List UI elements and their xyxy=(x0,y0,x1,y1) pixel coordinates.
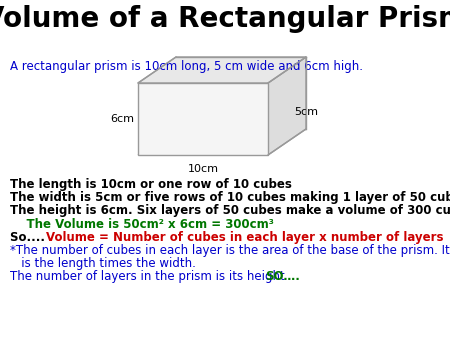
Text: Volume = Number of cubes in each layer x number of layers: Volume = Number of cubes in each layer x… xyxy=(46,231,444,244)
Polygon shape xyxy=(138,57,306,83)
Text: 10cm: 10cm xyxy=(188,164,219,174)
Polygon shape xyxy=(138,83,268,155)
Text: 5cm: 5cm xyxy=(294,107,318,117)
Polygon shape xyxy=(268,57,306,155)
Text: is the length times the width.: is the length times the width. xyxy=(10,257,196,270)
Text: A rectangular prism is 10cm long, 5 cm wide and 6cm high.: A rectangular prism is 10cm long, 5 cm w… xyxy=(10,60,363,73)
Text: The width is 5cm or five rows of 10 cubes making 1 layer of 50 cubes.: The width is 5cm or five rows of 10 cube… xyxy=(10,191,450,204)
Text: The Volume is 50cm² x 6cm = 300cm³: The Volume is 50cm² x 6cm = 300cm³ xyxy=(10,218,274,231)
Text: *The number of cubes in each layer is the area of the base of the prism. It: *The number of cubes in each layer is th… xyxy=(10,244,450,257)
Text: So....: So.... xyxy=(10,231,53,244)
Text: SO….: SO…. xyxy=(265,270,300,283)
Text: The number of layers in the prism is its height: The number of layers in the prism is its… xyxy=(10,270,285,283)
Text: 6cm: 6cm xyxy=(110,114,134,124)
Text: Volume of a Rectangular Prism: Volume of a Rectangular Prism xyxy=(0,5,450,33)
Text: The height is 6cm. Six layers of 50 cubes make a volume of 300 cubes.: The height is 6cm. Six layers of 50 cube… xyxy=(10,204,450,217)
Text: The length is 10cm or one row of 10 cubes: The length is 10cm or one row of 10 cube… xyxy=(10,178,292,191)
